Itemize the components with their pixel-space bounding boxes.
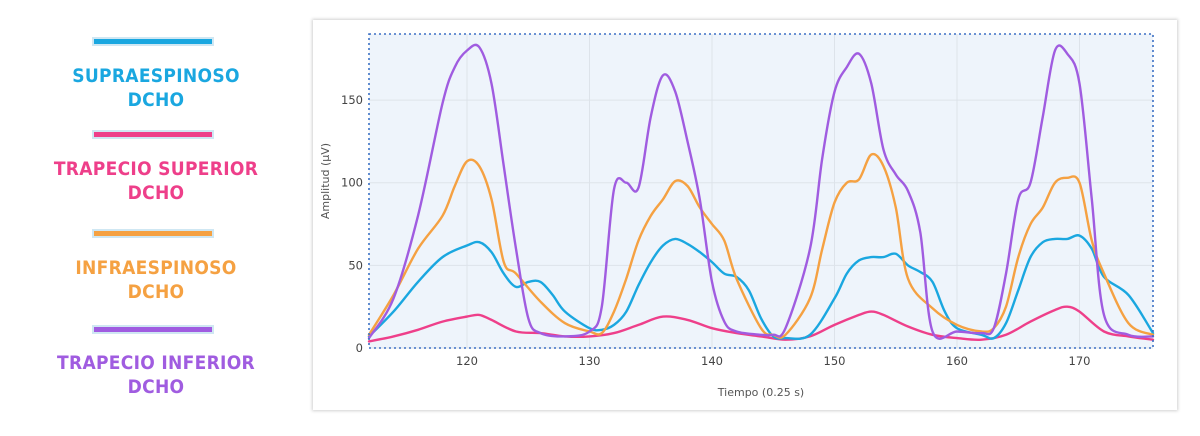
legend-label-2: TRAPECIO SUPERIOR DCHO: [40, 157, 272, 205]
legend-label-line: SUPRAESPINOSO: [72, 65, 240, 87]
legend-label-1: SUPRAESPINOSO DCHO: [40, 64, 272, 112]
legend-label-line: DCHO: [127, 182, 185, 204]
x-tick-label: 120: [456, 354, 478, 368]
plot-area: [369, 34, 1153, 348]
y-tick-label: 150: [341, 93, 363, 107]
x-axis-title: Tiempo (0.25 s): [717, 386, 804, 399]
x-tick-label: 140: [701, 354, 723, 368]
legend-label-line: DCHO: [127, 89, 185, 111]
plot-frame: [368, 33, 1154, 349]
x-tick-label: 170: [1069, 354, 1091, 368]
legend-swatch-1: [92, 37, 214, 46]
legend-label-line: DCHO: [127, 376, 185, 398]
series-line-1: [367, 234, 1155, 341]
legend-swatch-2: [92, 130, 214, 139]
x-tick-label: 150: [824, 354, 846, 368]
chart-panel: 120 130 140 150 160 170 0 50 100 150 Tiempo (0.25 …: [313, 20, 1177, 410]
legend-label-line: TRAPECIO SUPERIOR: [53, 158, 259, 180]
legend-label-line: TRAPECIO INFERIOR: [57, 352, 255, 374]
legend-label-3: INFRAESPINOSO DCHO: [40, 256, 272, 304]
series-line-4: [367, 43, 1155, 340]
legend-label-4: TRAPECIO INFERIOR DCHO: [40, 351, 272, 399]
legend-label-line: INFRAESPINOSO: [75, 257, 237, 279]
legend: SUPRAESPINOSO DCHO TRAPECIO SUPERIOR DCHO IN…: [0, 0, 312, 436]
y-tick-label: 0: [356, 341, 363, 355]
legend-swatch-3: [92, 229, 214, 238]
x-tick-label: 130: [579, 354, 601, 368]
y-tick-label: 100: [341, 176, 363, 190]
series-line-2: [367, 305, 1155, 343]
legend-label-line: DCHO: [127, 281, 185, 303]
y-axis-title: Amplitud (µV): [319, 143, 332, 219]
x-tick-label: 160: [946, 354, 968, 368]
y-tick-label: 50: [348, 258, 363, 272]
legend-swatch-4: [92, 325, 214, 334]
line-chart: 120 130 140 150 160 170 0 50 100 150 Tiempo (0.25 …: [319, 33, 1155, 399]
